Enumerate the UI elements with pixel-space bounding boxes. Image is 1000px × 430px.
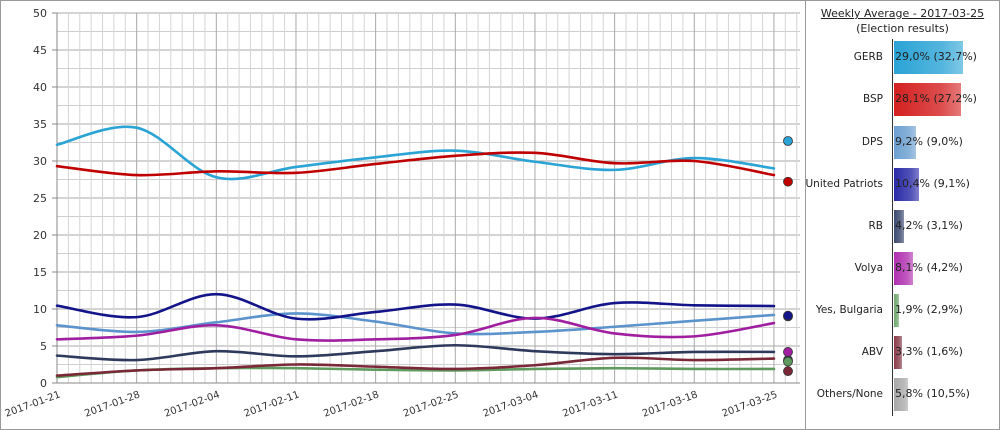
bar-row-united-patriots: United Patriots 10,4% (9,1%) xyxy=(806,168,1000,202)
bar-label: BSP xyxy=(862,93,883,105)
bar-row-abv: ABV 3,3% (1,6%) xyxy=(806,336,1000,370)
bar xyxy=(894,294,899,327)
bar-value: 8,1% (4,2%) xyxy=(895,261,963,274)
series-line-rb xyxy=(55,343,776,362)
bar xyxy=(894,252,914,285)
y-tick-label: 45 xyxy=(33,44,47,57)
series-line-abv xyxy=(55,356,776,377)
x-tick-label: 2017-01-28 xyxy=(83,389,141,419)
bar-row-dps: DPS 9,2% (9,0%) xyxy=(806,126,1000,160)
election-result-dot-abv xyxy=(783,366,793,377)
bar xyxy=(894,126,916,159)
bar-axis xyxy=(892,39,893,416)
x-tick-label: 2017-03-18 xyxy=(641,389,699,419)
y-tick-label: 20 xyxy=(33,229,47,242)
bar-label: GERB xyxy=(853,51,883,63)
series-line-bsp xyxy=(55,151,776,177)
y-tick-label: 25 xyxy=(33,192,47,205)
election-result-dot-bsp xyxy=(783,176,793,187)
x-tick-label: 2017-02-18 xyxy=(322,389,380,419)
bar-label: Yes, Bulgaria xyxy=(815,304,883,316)
election-result-dot-united-patriots xyxy=(783,310,793,321)
bar-value: 1,9% (2,9%) xyxy=(895,303,963,316)
y-tick-label: 35 xyxy=(33,118,47,131)
bar xyxy=(894,41,964,74)
series-line-gerb xyxy=(55,125,776,181)
bar-value: 29,0% (32,7%) xyxy=(895,50,977,63)
bar-label: Others/None xyxy=(816,388,883,400)
election-result-dot-gerb xyxy=(783,136,793,146)
bar xyxy=(894,336,902,369)
bar-row-bsp: BSP 28,1% (27,2%) xyxy=(806,83,1000,117)
bar-label: DPS xyxy=(861,136,883,148)
x-tick-label: 2017-01-21 xyxy=(4,389,62,419)
x-tick-label: 2017-02-25 xyxy=(402,389,460,419)
y-tick-label: 50 xyxy=(33,7,47,20)
x-tick-label: 2017-03-25 xyxy=(721,389,779,419)
y-tick-label: 40 xyxy=(33,81,47,94)
bar-value: 4,2% (3,1%) xyxy=(895,219,963,232)
bar-label: Volya xyxy=(854,262,883,274)
election-result-dot-volya xyxy=(783,347,793,357)
bar-label: ABV xyxy=(861,346,883,358)
bar-row-yes-bulgaria: Yes, Bulgaria 1,9% (2,9%) xyxy=(806,294,1000,328)
bar xyxy=(894,378,908,411)
bar-row-others-none: Others/None 5,8% (10,5%) xyxy=(806,378,1000,412)
bar-value: 3,3% (1,6%) xyxy=(895,345,963,358)
series-line-united-patriots xyxy=(55,292,776,321)
bar-row-rb: RB 4,2% (3,1%) xyxy=(806,210,1000,244)
y-tick-label: 5 xyxy=(40,340,47,353)
bar-value: 28,1% (27,2%) xyxy=(895,92,977,105)
bar-value: 10,4% (9,1%) xyxy=(895,177,970,190)
bar xyxy=(894,168,919,201)
panel-title: Weekly Average - 2017-03-25 xyxy=(820,7,985,20)
bar-value: 5,8% (10,5%) xyxy=(895,387,970,400)
y-tick-label: 15 xyxy=(33,266,47,279)
panel-subtitle: (Election results) xyxy=(856,22,949,35)
x-tick-label: 2017-02-11 xyxy=(243,389,301,419)
bar-row-gerb: GERB 29,0% (32,7%) xyxy=(806,41,1000,75)
bar xyxy=(894,83,961,116)
y-tick-label: 0 xyxy=(40,377,47,390)
weekly-average-panel: Weekly Average - 2017-03-25 (Election re… xyxy=(805,0,1000,430)
y-tick-label: 10 xyxy=(33,303,47,316)
bar xyxy=(894,210,904,243)
x-tick-label: 2017-03-04 xyxy=(482,389,540,419)
bar-label: RB xyxy=(868,220,884,232)
x-tick-label: 2017-02-04 xyxy=(163,389,221,419)
election-result-dot-yes-bulgaria xyxy=(783,356,793,367)
line-chart: 0 5 10 15 20 25 30 35 40 45 50 2017-01-21 2017-01-28… xyxy=(4,7,800,420)
bar-value: 9,2% (9,0%) xyxy=(895,135,963,148)
bar-label: United Patriots xyxy=(805,178,884,190)
x-tick-label: 2017-03-11 xyxy=(561,389,619,419)
series-line-volya xyxy=(55,316,776,342)
bar-row-volya: Volya 8,1% (4,2%) xyxy=(806,252,1000,286)
y-tick-label: 30 xyxy=(33,155,47,168)
